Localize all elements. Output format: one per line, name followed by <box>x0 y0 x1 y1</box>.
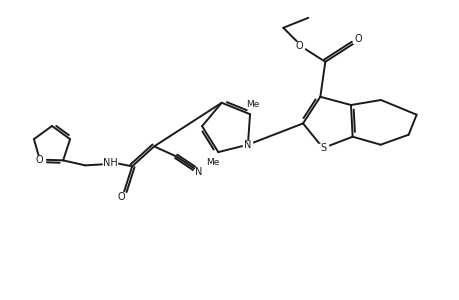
Text: S: S <box>319 143 325 153</box>
Text: O: O <box>36 154 44 165</box>
Bar <box>317 144 327 152</box>
Bar <box>195 169 203 176</box>
Text: N: N <box>195 167 202 177</box>
Bar <box>294 42 304 50</box>
Bar <box>353 35 363 43</box>
Text: Me: Me <box>246 100 259 109</box>
Bar <box>243 141 252 149</box>
Text: O: O <box>117 192 125 203</box>
Bar <box>103 159 117 167</box>
Text: N: N <box>244 140 251 150</box>
Text: O: O <box>295 41 302 51</box>
Text: NH: NH <box>102 158 118 168</box>
Bar <box>35 156 45 164</box>
Bar <box>116 194 126 201</box>
Text: O: O <box>354 34 361 44</box>
Text: Me: Me <box>206 158 219 166</box>
